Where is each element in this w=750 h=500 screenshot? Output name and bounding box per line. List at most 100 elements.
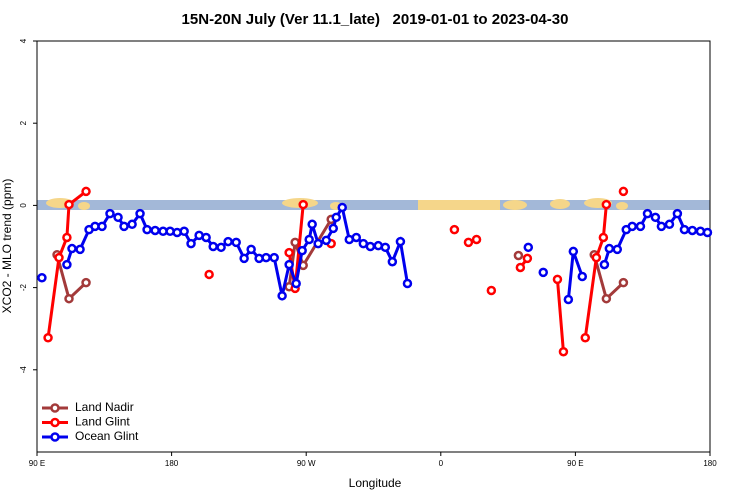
data-point (656, 221, 667, 232)
data-point (81, 186, 91, 197)
x-tick-label: 90 W (297, 459, 316, 468)
data-point (702, 227, 713, 238)
data-point (291, 278, 301, 289)
data-point (142, 224, 152, 235)
data-point (297, 245, 307, 256)
data-point (216, 242, 226, 253)
chart-title: 15N-20N July (Ver 11.1_late) 2019-01-01 … (182, 11, 569, 28)
data-point (351, 232, 362, 243)
data-point (635, 221, 646, 232)
data-point (563, 294, 574, 305)
data-point (612, 244, 623, 255)
data-point (208, 241, 218, 252)
data-point (672, 208, 683, 219)
data-point (618, 277, 629, 288)
legend-marker (50, 403, 60, 413)
data-point (552, 274, 563, 285)
y-tick-label: 2 (19, 120, 28, 125)
data-point (568, 246, 579, 257)
data-point (75, 244, 85, 255)
data-point (687, 225, 698, 236)
data-point (328, 223, 339, 234)
data-point (321, 235, 331, 246)
series-line (55, 218, 625, 302)
data-point (558, 346, 569, 357)
data-point (127, 219, 137, 230)
data-point (204, 269, 214, 280)
data-point (601, 199, 612, 210)
x-tick-label: 90 E (29, 459, 45, 468)
data-point (135, 208, 145, 219)
data-point (269, 252, 279, 263)
data-point (523, 242, 534, 253)
data-point (201, 232, 211, 243)
data-point (54, 252, 64, 263)
data-point (81, 277, 91, 288)
y-tick-label: -4 (19, 366, 28, 374)
data-point (150, 225, 160, 236)
data-point (664, 219, 675, 230)
data-point (627, 221, 637, 232)
data-point (577, 271, 588, 282)
data-point (67, 243, 77, 254)
data-point (599, 259, 610, 270)
data-point (64, 293, 74, 304)
data-point (337, 202, 347, 213)
data-point (290, 237, 300, 248)
plot-frame (36, 40, 711, 453)
data-point (591, 252, 602, 263)
data-point (277, 291, 287, 301)
data-point (231, 237, 241, 248)
data-point (513, 250, 524, 261)
land-mask (37, 198, 710, 210)
data-point (62, 232, 72, 243)
data-point (642, 208, 653, 219)
data-point (650, 212, 661, 223)
y-tick-label: 0 (19, 203, 28, 208)
data-point (43, 332, 53, 343)
data-point (679, 224, 690, 235)
data-point (97, 221, 107, 232)
data-point (239, 253, 249, 264)
legend-label: Ocean Glint (75, 429, 139, 443)
data-point (105, 208, 115, 219)
data-point (463, 237, 474, 248)
data-point (486, 285, 497, 296)
data-point (37, 272, 47, 283)
x-axis-title: Longitude (349, 476, 402, 490)
data-point (119, 221, 129, 232)
legend-label: Land Nadir (75, 400, 134, 414)
series-line (65, 203, 708, 300)
data-point (618, 186, 629, 197)
legend-marker (50, 432, 60, 442)
y-axis-title: XCO2 - MLO trend (ppm) (0, 179, 14, 314)
data-point (284, 259, 294, 270)
data-point (471, 234, 482, 245)
data-point (331, 212, 342, 223)
data-point (284, 247, 294, 258)
data-point (261, 252, 271, 263)
legend-marker (50, 417, 60, 428)
data-point (62, 259, 72, 270)
data-point (246, 244, 256, 255)
data-point (64, 199, 74, 210)
data-point (402, 278, 413, 289)
data-point (179, 226, 189, 237)
data-point (307, 219, 317, 230)
data-point (186, 238, 196, 249)
x-tick-label: 90 E (567, 459, 583, 468)
data-point (598, 232, 609, 243)
data-point (365, 241, 376, 252)
data-point (298, 199, 308, 210)
data-point (304, 234, 314, 245)
x-tick-label: 0 (439, 459, 444, 468)
data-point (538, 267, 548, 278)
data-point (515, 262, 526, 273)
data-point (522, 253, 533, 264)
data-point (395, 236, 406, 247)
y-tick-label: -2 (19, 283, 28, 291)
y-tick-label: 4 (19, 38, 28, 43)
data-point (113, 212, 123, 223)
data-point (380, 242, 391, 253)
